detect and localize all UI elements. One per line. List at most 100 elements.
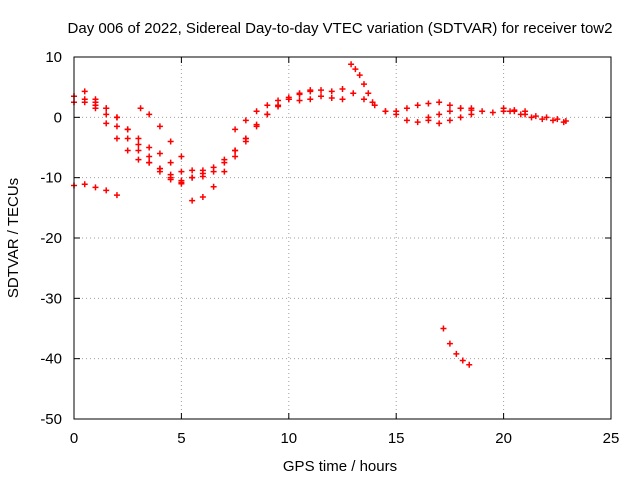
axis-ticks: 0 5 10 15 20 25 -50 -40 -30 -20 -10 0 10 — [40, 49, 619, 447]
data-point — [339, 96, 346, 103]
data-point — [242, 138, 249, 145]
data-point — [113, 192, 120, 199]
data-point — [178, 168, 185, 175]
data-point — [232, 147, 239, 154]
x-tick-label: 10 — [280, 430, 297, 447]
data-point — [539, 116, 546, 123]
data-point — [103, 187, 110, 194]
data-point — [511, 108, 518, 115]
series-arc-10 — [382, 108, 475, 127]
x-tick-label: 20 — [495, 430, 512, 447]
data-point — [307, 87, 314, 94]
grid — [74, 57, 611, 419]
data-point — [453, 350, 460, 357]
data-point — [81, 96, 88, 103]
data-point — [221, 168, 228, 175]
data-point — [414, 102, 421, 109]
data-point — [446, 340, 453, 347]
data-point — [156, 123, 163, 130]
data-point — [199, 193, 206, 200]
data-point — [264, 111, 271, 118]
data-point — [348, 61, 355, 68]
data-point — [562, 117, 569, 124]
data-point — [178, 153, 185, 160]
data-point — [124, 147, 131, 154]
data-point — [393, 108, 400, 115]
data-point — [403, 105, 410, 112]
data-point — [146, 111, 153, 118]
data-point — [199, 173, 206, 180]
series-arc-9 — [348, 61, 376, 106]
series-arc-4 — [81, 96, 185, 186]
x-tick-label: 25 — [603, 430, 620, 447]
data-point — [253, 123, 260, 130]
data-point — [189, 197, 196, 204]
chart-title: Day 006 of 2022, Sidereal Day-to-day VTE… — [68, 20, 613, 37]
data-point — [425, 114, 432, 121]
data-point — [403, 117, 410, 124]
data-point — [210, 168, 217, 175]
data-point — [543, 114, 550, 121]
data-point — [360, 96, 367, 103]
x-tick-label: 15 — [388, 430, 405, 447]
data-point — [371, 102, 378, 109]
data-point — [221, 159, 228, 166]
x-tick-label: 5 — [177, 430, 185, 447]
data-point — [425, 100, 432, 107]
data-point — [365, 90, 372, 97]
x-axis-label: GPS time / hours — [283, 458, 397, 475]
data-point — [146, 159, 153, 166]
series-arc-7 — [189, 87, 314, 204]
data-point — [210, 183, 217, 190]
data-point — [459, 357, 466, 364]
series-arc-15 — [500, 105, 569, 124]
data-point — [446, 102, 453, 109]
data-point — [137, 105, 144, 112]
data-point — [446, 108, 453, 115]
data-point — [135, 156, 142, 163]
data-point — [296, 90, 303, 97]
y-tick-label: 10 — [45, 49, 62, 66]
data-point — [382, 108, 389, 115]
y-tick-label: -20 — [40, 230, 62, 247]
y-tick-label: -50 — [40, 411, 62, 428]
data-point — [232, 126, 239, 133]
data-point — [242, 117, 249, 124]
data-point — [92, 184, 99, 191]
data-point — [457, 105, 464, 112]
data-point — [167, 174, 174, 181]
data-point — [550, 117, 557, 124]
y-tick-label: 0 — [54, 109, 62, 126]
data-point — [440, 325, 447, 332]
series-arc-13 — [440, 325, 473, 368]
data-point — [135, 147, 142, 154]
data-point — [328, 88, 335, 95]
data-point — [124, 135, 131, 142]
data-point — [135, 141, 142, 148]
data-point — [339, 85, 346, 92]
data-point — [81, 88, 88, 95]
data-point — [457, 114, 464, 121]
data-point — [156, 168, 163, 175]
data-point — [146, 144, 153, 151]
data-point — [113, 135, 120, 142]
data-point — [124, 126, 131, 133]
data-point — [522, 111, 529, 118]
data-point — [554, 116, 561, 123]
data-point — [350, 90, 357, 97]
series-arc-14 — [507, 108, 567, 126]
data-point — [285, 96, 292, 103]
data-point — [103, 120, 110, 127]
data-point — [532, 113, 539, 120]
data-point — [352, 66, 359, 73]
data-point — [468, 107, 475, 114]
data-point — [369, 99, 376, 106]
series-arc-8 — [232, 93, 346, 133]
y-tick-label: -10 — [40, 170, 62, 187]
data-point — [356, 72, 363, 79]
data-point — [253, 108, 260, 115]
data-point — [189, 167, 196, 174]
data-point — [275, 97, 282, 104]
y-tick-label: -30 — [40, 290, 62, 307]
